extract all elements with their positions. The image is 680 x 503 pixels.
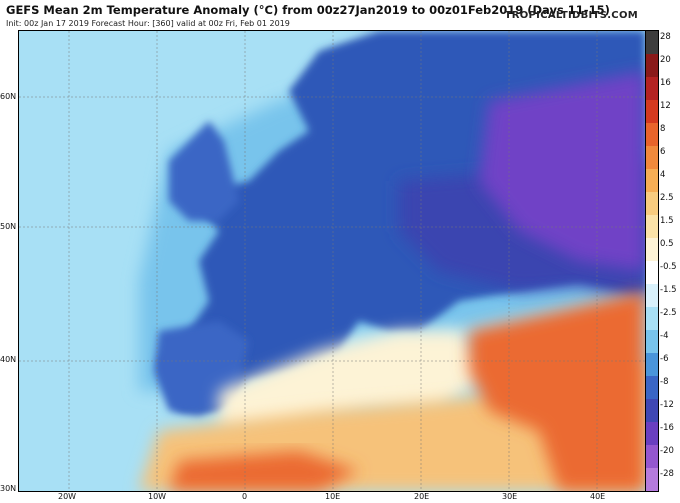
colorbar-segment: [646, 445, 658, 468]
map-canvas: [19, 31, 645, 491]
lat-label-40n: 40N: [0, 355, 17, 364]
colorbar-segment: [646, 468, 658, 491]
colorbar-segment: [646, 215, 658, 238]
colorbar-tick-label: 16: [660, 78, 671, 88]
colorbar-tick-label: -12: [660, 400, 674, 410]
brand-watermark: TROPICALTIDBITS.COM: [504, 10, 638, 21]
colorbar-tick-label: 20: [660, 55, 671, 65]
colorbar-tick-label: -16: [660, 423, 674, 433]
lon-label-0: 0: [242, 492, 248, 501]
colorbar-segment: [646, 330, 658, 353]
colorbar-segment: [646, 307, 658, 330]
colorbar-tick-label: 8: [660, 124, 666, 134]
colorbar-segment: [646, 123, 658, 146]
colorbar-segment: [646, 238, 658, 261]
lat-label-50n: 50N: [0, 222, 17, 231]
sahara-hot: [169, 451, 359, 491]
colorbar: [645, 30, 659, 492]
colorbar-segment: [646, 54, 658, 77]
colorbar-tick-label: -2.5: [660, 308, 677, 318]
extreme-cold-region: [479, 71, 645, 271]
colorbar-tick-label: -0.5: [660, 262, 677, 272]
colorbar-tick-label: 2.5: [660, 193, 674, 203]
colorbar-segment: [646, 146, 658, 169]
anomaly-map: [18, 30, 646, 492]
colorbar-tick-label: 12: [660, 101, 671, 111]
colorbar-tick-label: 1.5: [660, 216, 674, 226]
colorbar-tick-label: -6: [660, 354, 669, 364]
colorbar-tick-label: -20: [660, 446, 674, 456]
colorbar-segment: [646, 422, 658, 445]
colorbar-segment: [646, 353, 658, 376]
colorbar-tick-label: 0.5: [660, 239, 674, 249]
colorbar-segment: [646, 77, 658, 100]
lat-label-60n: 60N: [0, 92, 17, 101]
lon-label-30e: 30E: [502, 492, 518, 501]
lat-label-30n: 30N: [0, 484, 17, 493]
colorbar-tick-label: 4: [660, 170, 666, 180]
colorbar-tick-label: -28: [660, 469, 674, 479]
colorbar-tick-label: -1.5: [660, 285, 677, 295]
lon-label-10w: 10W: [148, 492, 167, 501]
british-isles: [169, 121, 239, 221]
colorbar-segment: [646, 169, 658, 192]
colorbar-segment: [646, 100, 658, 123]
colorbar-segment: [646, 31, 658, 54]
middle-east-hot: [469, 291, 645, 491]
colorbar-tick-label: 28: [660, 32, 671, 42]
graticule: [19, 31, 645, 491]
colorbar-segment: [646, 399, 658, 422]
colorbar-tick-label: -4: [660, 331, 669, 341]
colorbar-segment: [646, 376, 658, 399]
lon-label-40e: 40E: [590, 492, 606, 501]
lon-label-20w: 20W: [58, 492, 77, 501]
map-title: GEFS Mean 2m Temperature Anomaly (°C) fr…: [6, 3, 610, 17]
map-subtitle: Init: 00z Jan 17 2019 Forecast Hour: [36…: [6, 19, 290, 28]
colorbar-segment: [646, 284, 658, 307]
lon-label-10e: 10E: [325, 492, 341, 501]
colorbar-segment: [646, 261, 658, 284]
lon-label-20e: 20E: [414, 492, 430, 501]
colorbar-tick-label: 6: [660, 147, 666, 157]
colorbar-segment: [646, 192, 658, 215]
colorbar-tick-label: -8: [660, 377, 669, 387]
